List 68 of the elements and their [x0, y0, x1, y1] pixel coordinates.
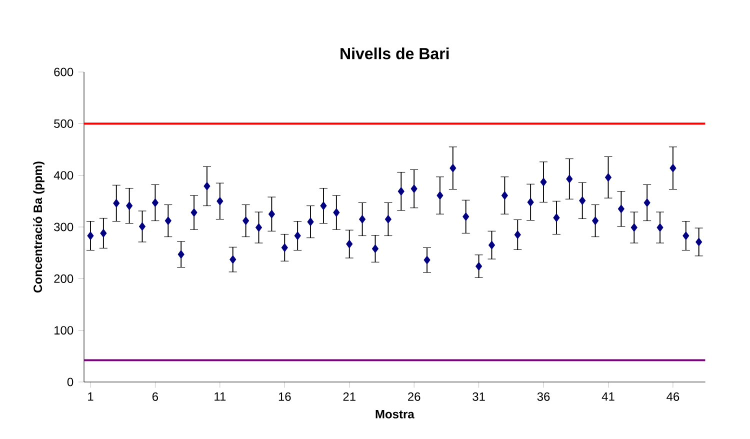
point — [138, 222, 146, 231]
point — [320, 202, 327, 210]
chart-title: Nivells de Bari — [340, 48, 449, 60]
point — [164, 216, 172, 226]
y-tick-label: 300 — [54, 222, 74, 232]
point — [113, 198, 120, 208]
x-tick-label: 1 — [88, 392, 94, 401]
point — [450, 164, 456, 172]
point — [656, 223, 664, 232]
point — [682, 232, 690, 240]
point — [424, 256, 430, 264]
point — [87, 232, 94, 240]
point — [488, 240, 496, 250]
point — [410, 184, 418, 194]
point — [384, 214, 392, 224]
point — [592, 216, 599, 226]
point — [436, 191, 444, 200]
point — [644, 198, 650, 207]
point — [696, 238, 702, 246]
point — [100, 228, 107, 238]
point — [566, 174, 573, 184]
x-axis-title: Mostra — [376, 410, 414, 418]
point — [618, 204, 624, 214]
point — [190, 208, 198, 217]
point — [307, 218, 314, 226]
point — [540, 178, 547, 186]
x-tick-label: 11 — [214, 392, 226, 401]
point — [476, 262, 482, 271]
point — [372, 244, 379, 253]
point — [152, 198, 158, 207]
point — [527, 198, 534, 206]
y-tick-label: 400 — [54, 171, 74, 180]
y-axis-title: Concentració Ba (ppm) — [33, 162, 44, 292]
point — [630, 223, 638, 232]
point — [579, 196, 586, 205]
x-tick-label: 6 — [152, 392, 158, 401]
x-tick-label: 41 — [602, 392, 614, 401]
point — [462, 212, 470, 221]
point — [346, 240, 353, 248]
y-tick-label: 600 — [54, 68, 74, 76]
point — [501, 191, 508, 200]
point — [178, 250, 184, 259]
y-tick-label: 500 — [54, 119, 74, 128]
x-tick-label: 31 — [472, 392, 485, 401]
point — [255, 223, 262, 232]
point — [242, 216, 250, 226]
point — [553, 213, 560, 222]
x-tick-label: 21 — [343, 392, 356, 401]
point — [359, 214, 366, 224]
x-tick-label: 16 — [278, 392, 291, 401]
x-tick-label: 46 — [666, 392, 680, 401]
x-tick-label: 26 — [408, 392, 420, 401]
point — [333, 208, 340, 217]
point — [604, 173, 612, 182]
point — [514, 230, 521, 240]
point — [670, 164, 676, 172]
y-tick-label: 100 — [54, 326, 74, 335]
y-tick-label: 0 — [67, 378, 74, 386]
point — [398, 187, 404, 196]
point — [216, 196, 224, 206]
point — [294, 232, 301, 240]
x-tick-label: 36 — [537, 392, 550, 401]
point — [281, 243, 288, 252]
point — [268, 210, 275, 218]
point — [126, 202, 133, 210]
point — [204, 182, 210, 190]
point — [230, 255, 236, 264]
y-tick-label: 200 — [54, 274, 74, 283]
